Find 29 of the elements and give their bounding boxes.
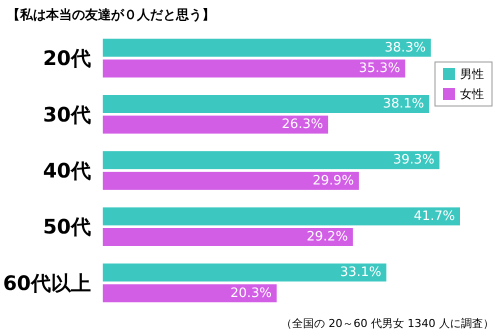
legend-label: 男性: [460, 67, 484, 81]
bar: [102, 264, 386, 282]
bar: [102, 228, 353, 246]
bar: [102, 59, 406, 78]
bar: [102, 38, 431, 57]
bar: [102, 284, 277, 302]
data-label: 39.3%: [393, 152, 434, 168]
data-label: 26.3%: [282, 117, 324, 132]
data-label: 33.1%: [340, 265, 382, 280]
bar: [102, 94, 430, 113]
chart-title: 【私は本当の友達が０人だと思う】: [7, 7, 215, 23]
data-label: 29.9%: [312, 173, 354, 188]
y-tick-label: 30代: [42, 102, 91, 126]
legend-label: 女性: [460, 87, 484, 101]
bar: [102, 172, 359, 190]
text: （全国の 20～60 代男女 1340 人に調査）: [281, 317, 494, 330]
bar: [102, 207, 460, 226]
y-tick-label: 20代: [42, 46, 91, 70]
data-label: 35.3%: [358, 60, 400, 76]
data-label: 38.3%: [384, 40, 426, 56]
bar: [102, 116, 328, 134]
data-label: 20.3%: [230, 286, 272, 301]
data-label: 29.2%: [306, 230, 348, 245]
data-label: 38.1%: [382, 96, 424, 112]
data-label: 41.7%: [414, 208, 455, 224]
y-tick-label: 40代: [42, 158, 91, 182]
y-tick-label: 60代以上: [2, 270, 91, 295]
bar: [102, 151, 440, 170]
y-tick-label: 50代: [42, 214, 91, 239]
